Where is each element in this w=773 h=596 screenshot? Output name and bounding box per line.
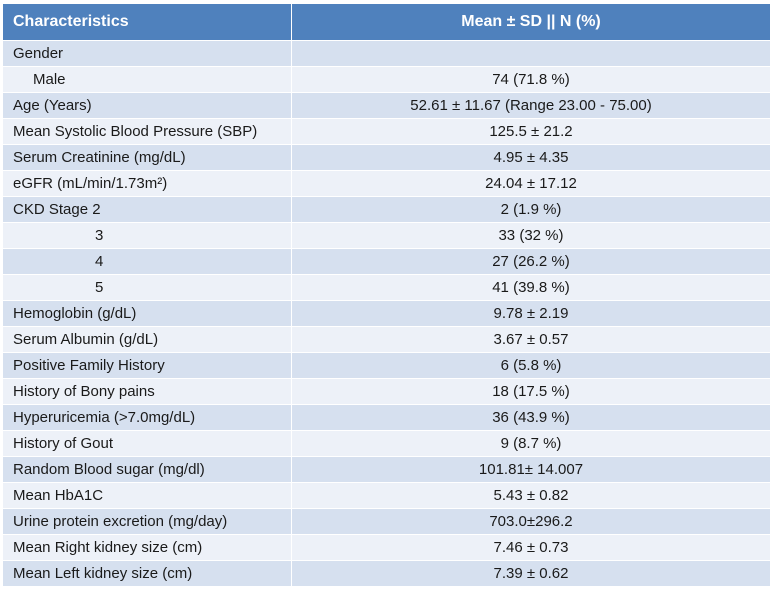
row-label: Hemoglobin (g/dL) [2, 300, 292, 327]
row-value: 18 (17.5 %) [291, 378, 771, 405]
row-label: Gender [2, 40, 292, 67]
row-value: 36 (43.9 %) [291, 404, 771, 431]
row-value: 33 (32 %) [291, 222, 771, 249]
row-label: 3 [2, 222, 292, 249]
table-row: History of Gout 9 (8.7 %) [2, 430, 771, 457]
row-value: 7.39 ± 0.62 [291, 560, 771, 587]
table-row: Serum Albumin (g/dL) 3.67 ± 0.57 [2, 326, 771, 353]
row-label: Male [2, 66, 292, 93]
row-value: 2 (1.9 %) [291, 196, 771, 223]
table-row: Hyperuricemia (>7.0mg/dL) 36 (43.9 %) [2, 404, 771, 431]
row-label: Urine protein excretion (mg/day) [2, 508, 292, 535]
table-row: eGFR (mL/min/1.73m²) 24.04 ± 17.12 [2, 170, 771, 197]
row-value: 6 (5.8 %) [291, 352, 771, 379]
table-row: Mean Right kidney size (cm) 7.46 ± 0.73 [2, 534, 771, 561]
characteristics-table: Characteristics Mean ± SD || N (%) Gende… [2, 3, 771, 587]
table-row: Gender [2, 40, 771, 67]
row-label: CKD Stage 2 [2, 196, 292, 223]
table-row: History of Bony pains 18 (17.5 %) [2, 378, 771, 405]
header-row: Characteristics Mean ± SD || N (%) [2, 3, 771, 41]
row-label: Random Blood sugar (mg/dl) [2, 456, 292, 483]
row-value: 9.78 ± 2.19 [291, 300, 771, 327]
row-label: Mean Systolic Blood Pressure (SBP) [2, 118, 292, 145]
table-row: Random Blood sugar (mg/dl) 101.81± 14.00… [2, 456, 771, 483]
table-row: CKD Stage 2 2 (1.9 %) [2, 196, 771, 223]
header-characteristics: Characteristics [2, 3, 292, 41]
row-value: 5.43 ± 0.82 [291, 482, 771, 509]
table-row: 3 33 (32 %) [2, 222, 771, 249]
row-label: History of Gout [2, 430, 292, 457]
row-label: Serum Creatinine (mg/dL) [2, 144, 292, 171]
row-label: 5 [2, 274, 292, 301]
row-label: eGFR (mL/min/1.73m²) [2, 170, 292, 197]
row-label: Serum Albumin (g/dL) [2, 326, 292, 353]
row-label: Age (Years) [2, 92, 292, 119]
row-label: 4 [2, 248, 292, 275]
row-label: Mean Left kidney size (cm) [2, 560, 292, 587]
row-value: 4.95 ± 4.35 [291, 144, 771, 171]
row-label: History of Bony pains [2, 378, 292, 405]
row-label: Mean HbA1C [2, 482, 292, 509]
row-value: 9 (8.7 %) [291, 430, 771, 457]
table-row: Hemoglobin (g/dL) 9.78 ± 2.19 [2, 300, 771, 327]
table-row: Mean HbA1C 5.43 ± 0.82 [2, 482, 771, 509]
row-value: 125.5 ± 21.2 [291, 118, 771, 145]
row-value: 24.04 ± 17.12 [291, 170, 771, 197]
row-value: 41 (39.8 %) [291, 274, 771, 301]
row-value: 101.81± 14.007 [291, 456, 771, 483]
row-value: 27 (26.2 %) [291, 248, 771, 275]
row-value [291, 40, 771, 67]
table-row: Age (Years) 52.61 ± 11.67 (Range 23.00 -… [2, 92, 771, 119]
table-row: 4 27 (26.2 %) [2, 248, 771, 275]
table-row: 5 41 (39.8 %) [2, 274, 771, 301]
table-row: Serum Creatinine (mg/dL) 4.95 ± 4.35 [2, 144, 771, 171]
row-value: 3.67 ± 0.57 [291, 326, 771, 353]
table-row: Mean Left kidney size (cm) 7.39 ± 0.62 [2, 560, 771, 587]
row-value: 7.46 ± 0.73 [291, 534, 771, 561]
table-row: Mean Systolic Blood Pressure (SBP) 125.5… [2, 118, 771, 145]
row-value: 74 (71.8 %) [291, 66, 771, 93]
row-label: Mean Right kidney size (cm) [2, 534, 292, 561]
table-row: Urine protein excretion (mg/day) 703.0±2… [2, 508, 771, 535]
header-mean-sd-n: Mean ± SD || N (%) [291, 3, 771, 41]
table-row: Positive Family History 6 (5.8 %) [2, 352, 771, 379]
table-row: Male 74 (71.8 %) [2, 66, 771, 93]
row-label: Positive Family History [2, 352, 292, 379]
row-value: 703.0±296.2 [291, 508, 771, 535]
row-value: 52.61 ± 11.67 (Range 23.00 - 75.00) [291, 92, 771, 119]
row-label: Hyperuricemia (>7.0mg/dL) [2, 404, 292, 431]
